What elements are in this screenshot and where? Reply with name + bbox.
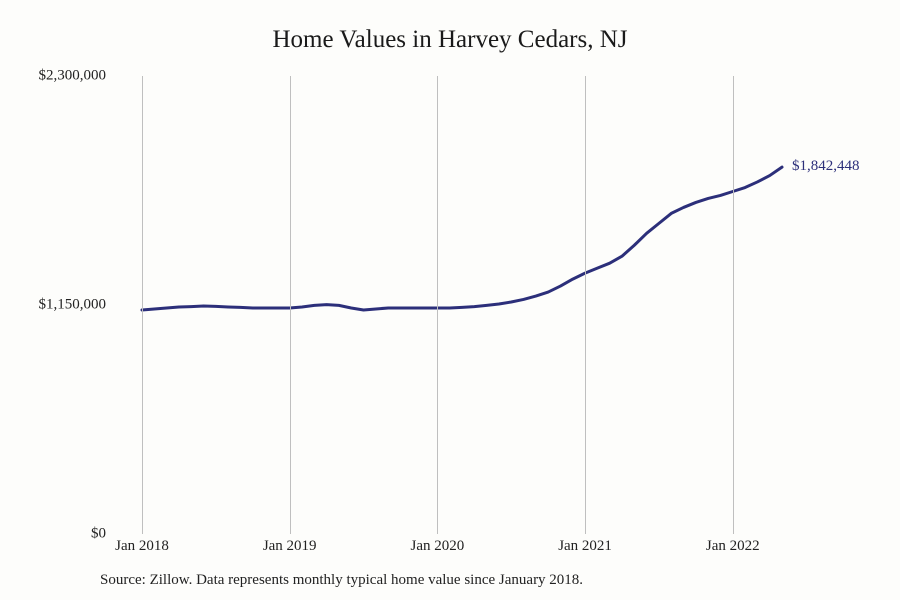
x-tick-label: Jan 2019	[263, 538, 317, 555]
x-tick-label: Jan 2020	[411, 538, 465, 555]
x-tick-label: Jan 2022	[706, 538, 760, 555]
line-series	[0, 0, 900, 600]
endpoint-value-label: $1,842,448	[792, 158, 860, 175]
chart-container: Home Values in Harvey Cedars, NJ $1,842,…	[0, 0, 900, 600]
gridline-vertical	[142, 76, 143, 534]
x-tick-label: Jan 2021	[558, 538, 612, 555]
gridline-vertical	[290, 76, 291, 534]
y-tick-label: $0	[91, 526, 106, 543]
gridline-vertical	[585, 76, 586, 534]
source-note: Source: Zillow. Data represents monthly …	[100, 572, 583, 589]
x-tick-label: Jan 2018	[115, 538, 169, 555]
gridline-vertical	[733, 76, 734, 534]
gridline-vertical	[437, 76, 438, 534]
y-tick-label: $2,300,000	[39, 68, 107, 85]
y-tick-label: $1,150,000	[39, 297, 107, 314]
